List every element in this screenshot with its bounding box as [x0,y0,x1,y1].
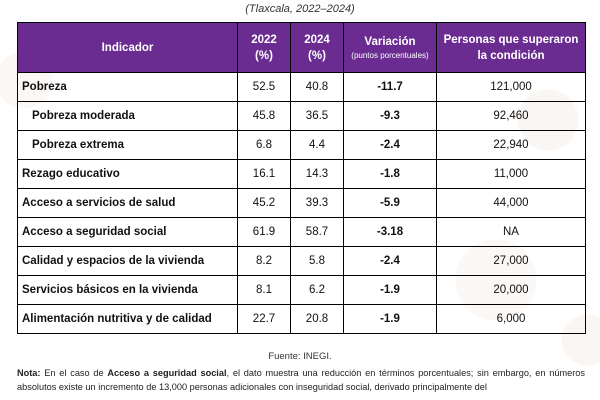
cell-2022: 61.9 [237,217,291,247]
header-variation: Variación (puntos porcentuales) [343,22,437,73]
cell-variation: -1.9 [343,275,437,305]
cell-persons: NA [436,217,586,247]
cell-indicator: Rezago educativo [17,159,238,189]
cell-variation: -5.9 [343,188,437,218]
cell-2022: 16.1 [237,159,291,189]
table-header-row: Indicador 2022 (%) 2024 (%) Variación (p… [17,22,586,73]
cell-persons: 6,000 [436,304,586,334]
note-text-before: En el caso de [40,368,108,378]
cell-persons: 44,000 [436,188,586,218]
cell-persons: 92,460 [436,101,586,131]
cell-variation: -3.18 [343,217,437,247]
cell-2022: 22.7 [237,304,291,334]
table-row: Acceso a seguridad social 61.9 58.7 -3.18 NA [17,217,586,247]
cell-persons: 121,000 [436,72,586,102]
note-bold-term: Acceso a seguridad social [107,368,227,378]
poverty-indicators-table: Indicador 2022 (%) 2024 (%) Variación (p… [17,22,586,334]
cell-indicator: Acceso a servicios de salud [17,188,238,218]
cell-indicator: Pobreza moderada [17,101,238,131]
cell-persons: 11,000 [436,159,586,189]
cell-variation: -1.8 [343,159,437,189]
cell-2024: 39.3 [290,188,344,218]
cell-2024: 5.8 [290,246,344,276]
cell-2022: 8.2 [237,246,291,276]
cell-2022: 52.5 [237,72,291,102]
cell-variation: -2.4 [343,130,437,160]
table-row: Rezago educativo 16.1 14.3 -1.8 11,000 [17,159,586,189]
cell-indicator: Pobreza [17,72,238,102]
cell-indicator: Servicios básicos en la vivienda [17,275,238,305]
table-row: Calidad y espacios de la vivienda 8.2 5.8-… [17,246,586,276]
table-row: Pobreza extrema 6.8 4.4 -2.4 22,940 [17,130,586,160]
cell-2022: 45.8 [237,101,291,131]
table-subtitle: (Tlaxcala, 2022–2024) [245,3,355,15]
table-row: Alimentación nutritiva y de calidad 22.7 2… [17,304,586,334]
note-text-after: , el dato muestra una reducción en térmi… [17,368,586,392]
note-label: Nota: [17,368,41,378]
cell-2024: 14.3 [290,159,344,189]
cell-variation: -9.3 [343,101,437,131]
cell-2024: 20.8 [290,304,344,334]
source-note: Fuente: INEGI. [268,351,332,362]
cell-persons: 20,000 [436,275,586,305]
cell-variation: -1.9 [343,304,437,334]
footnote: Nota: En el caso de Acceso a seguridad s… [17,366,585,394]
table-row: Acceso a servicios de salud 45.2 39.3 -5.9 4… [17,188,586,218]
table-row: Pobreza moderada 45.8 36.5 -9.3 92,460 [17,101,586,131]
cell-persons: 22,940 [436,130,586,160]
cell-indicator: Calidad y espacios de la vivienda [17,246,238,276]
table-row: Servicios básicos en la vivienda 8.1 6.2 -1… [17,275,586,305]
cell-persons: 27,000 [436,246,586,276]
table-row: Pobreza 52.5 40.8 -11.7 121,000 [17,72,586,102]
header-indicator: Indicador [17,22,238,73]
cell-indicator: Acceso a seguridad social [17,217,238,247]
header-2022: 2022 (%) [237,22,291,73]
cell-2024: 36.5 [290,101,344,131]
cell-2024: 6.2 [290,275,344,305]
cell-2024: 40.8 [290,72,344,102]
cell-indicator: Alimentación nutritiva y de calidad [17,304,238,334]
cell-2022: 6.8 [237,130,291,160]
cell-variation: -11.7 [343,72,437,102]
cell-2022: 8.1 [237,275,291,305]
header-2024: 2024 (%) [290,22,344,73]
cell-indicator: Pobreza extrema [17,130,238,160]
cell-2024: 58.7 [290,217,344,247]
cell-variation: -2.4 [343,246,437,276]
cell-2022: 45.2 [237,188,291,218]
header-persons: Personas que superaron la condición [436,22,586,73]
cell-2024: 4.4 [290,130,344,160]
